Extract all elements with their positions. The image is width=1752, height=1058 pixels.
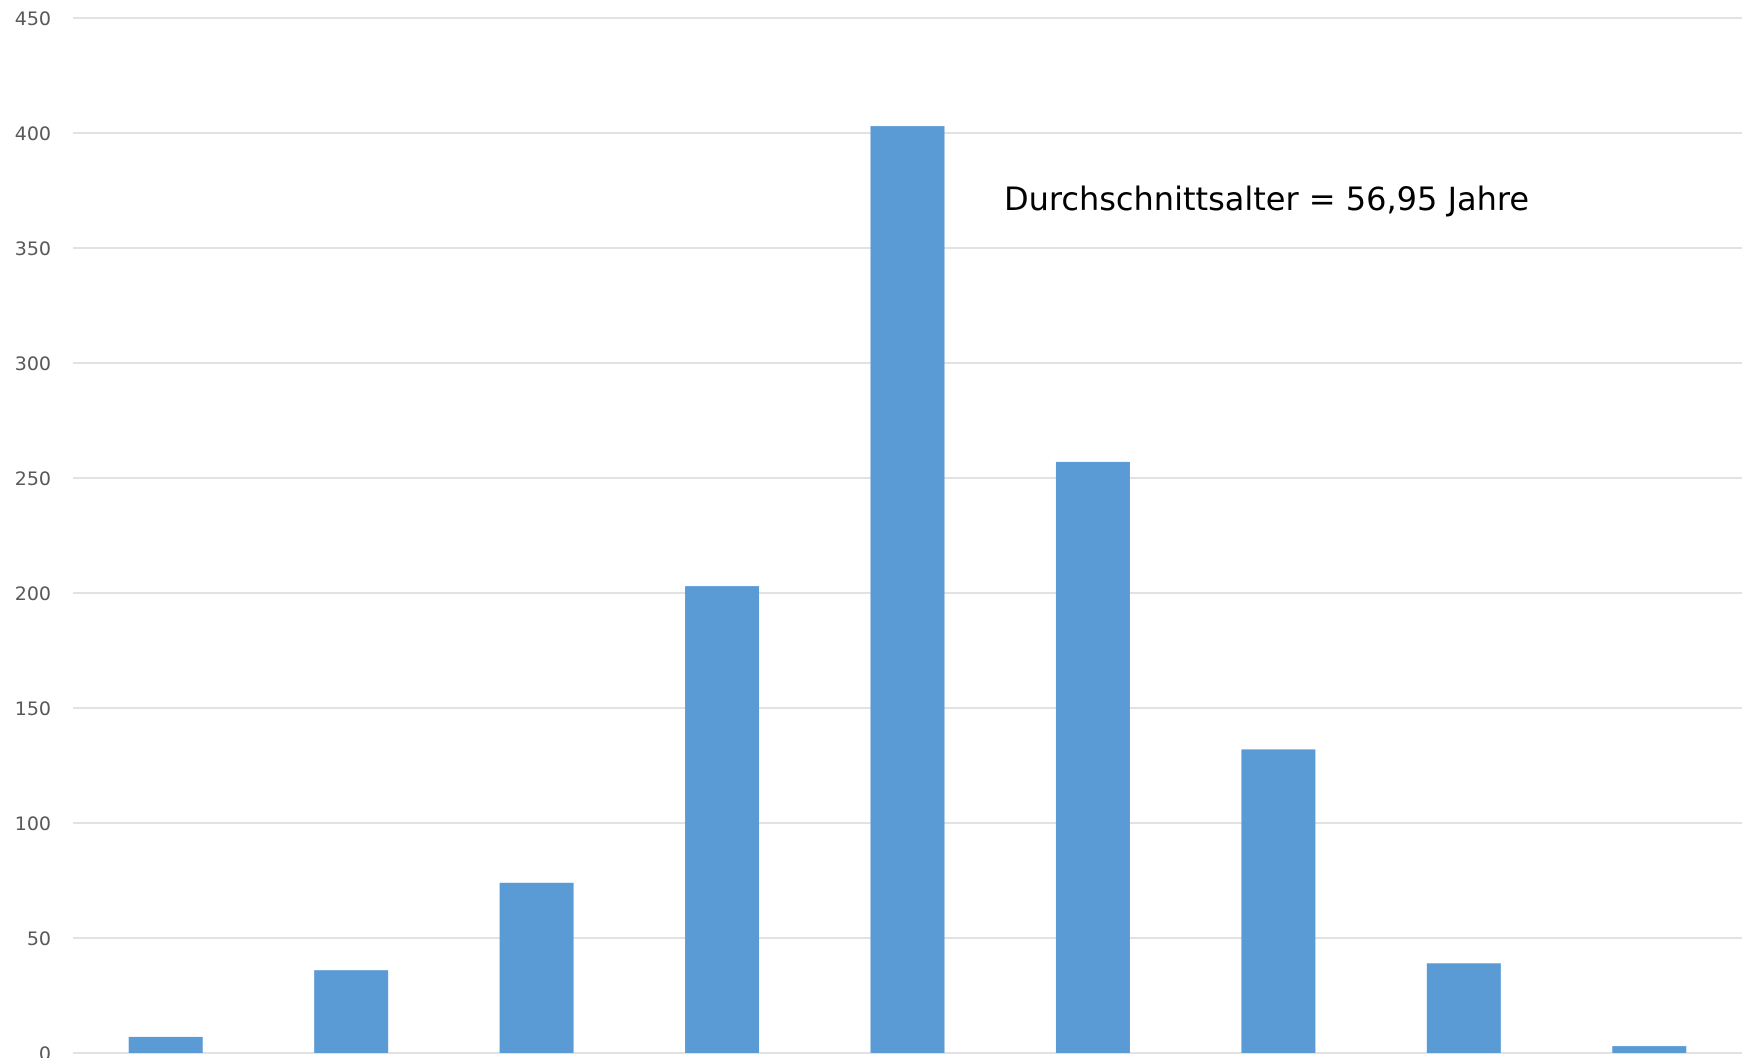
bar xyxy=(499,882,574,1053)
bar xyxy=(685,586,760,1053)
y-tick-label: 150 xyxy=(15,698,51,720)
y-tick-label: 50 xyxy=(27,928,51,950)
y-axis-tick-labels: 0 50 100 150 200 250 300 350 400 450 xyxy=(15,8,51,1058)
average-age-annotation: Durchschnittsalter = 56,95 Jahre xyxy=(1004,180,1529,218)
y-tick-label: 350 xyxy=(15,238,51,260)
bar xyxy=(1612,1046,1687,1053)
bar xyxy=(870,126,945,1054)
y-tick-label: 250 xyxy=(15,468,51,490)
y-tick-label: 200 xyxy=(15,583,51,605)
bar xyxy=(1426,963,1501,1053)
bar xyxy=(128,1036,203,1053)
bars xyxy=(128,126,1687,1054)
y-tick-label: 0 xyxy=(39,1043,51,1058)
y-tick-label: 450 xyxy=(15,8,51,30)
y-tick-label: 100 xyxy=(15,813,51,835)
bar xyxy=(1055,461,1130,1053)
y-tick-label: 400 xyxy=(15,123,51,145)
bar xyxy=(1241,749,1316,1053)
bar xyxy=(314,970,389,1053)
y-tick-label: 300 xyxy=(15,353,51,375)
